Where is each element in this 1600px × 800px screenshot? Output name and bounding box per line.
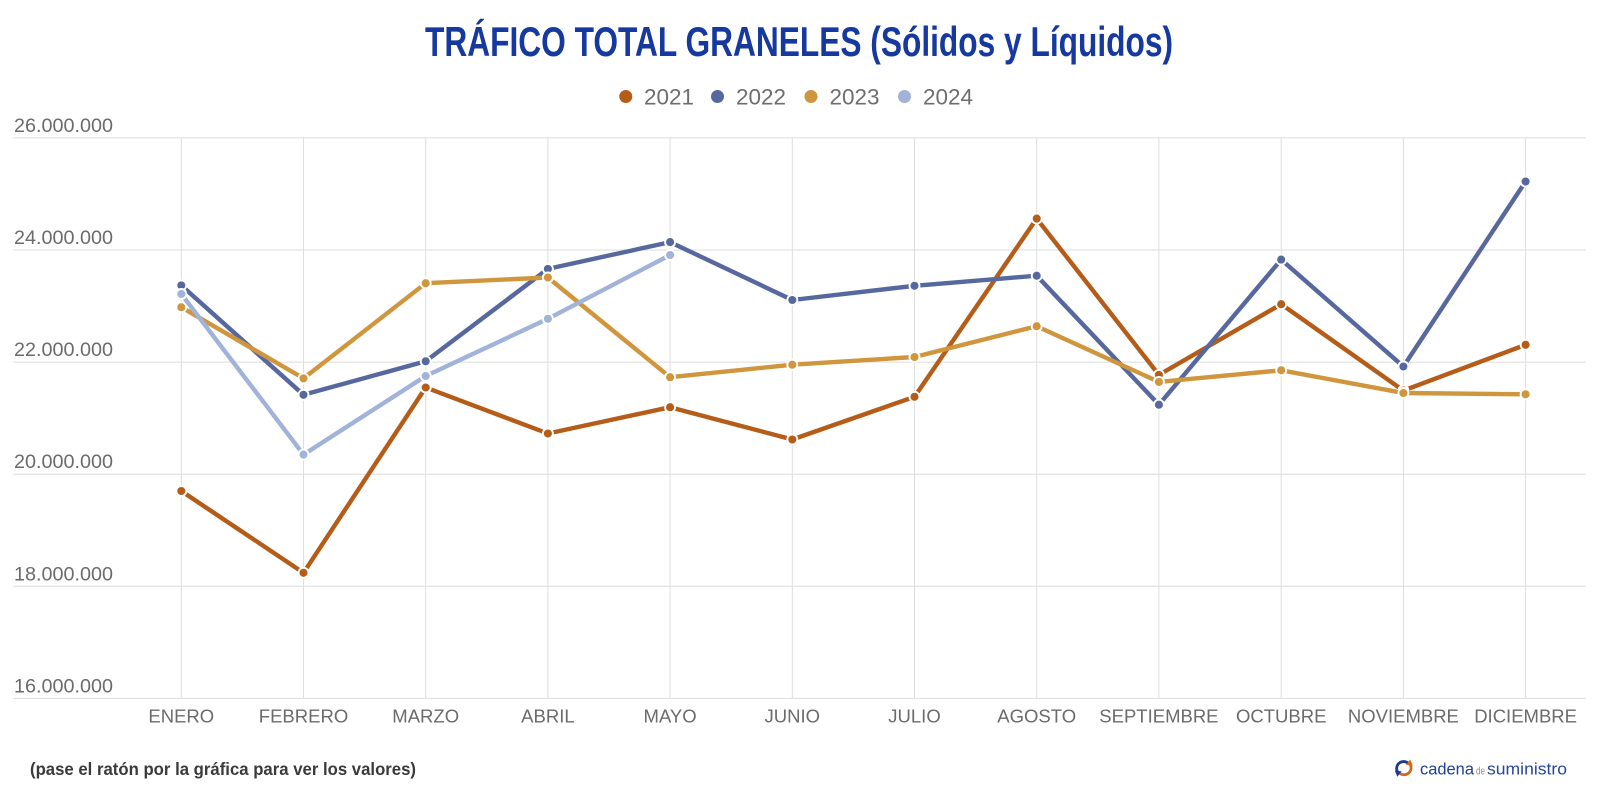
svg-text:(pase el ratón por la gráfica: (pase el ratón por la gráfica para ver l… [30, 759, 416, 779]
svg-text:MAYO: MAYO [644, 706, 697, 727]
svg-text:18.000.000: 18.000.000 [14, 563, 113, 585]
svg-text:20.000.000: 20.000.000 [14, 451, 113, 473]
svg-text:TRÁFICO TOTAL GRANELES (Sólido: TRÁFICO TOTAL GRANELES (Sólidos y Líquid… [425, 18, 1173, 65]
svg-text:cadena: cadena [1420, 761, 1475, 779]
svg-text:SEPTIEMBRE: SEPTIEMBRE [1099, 706, 1218, 727]
svg-text:DICIEMBRE: DICIEMBRE [1474, 706, 1577, 727]
svg-text:2022: 2022 [736, 85, 786, 110]
svg-text:JUNIO: JUNIO [765, 706, 821, 727]
svg-text:AGOSTO: AGOSTO [997, 706, 1076, 727]
svg-text:FEBRERO: FEBRERO [259, 706, 348, 727]
svg-text:ABRIL: ABRIL [521, 706, 574, 727]
svg-text:26.000.000: 26.000.000 [14, 115, 113, 137]
svg-text:suministro: suministro [1487, 761, 1567, 779]
svg-text:22.000.000: 22.000.000 [14, 339, 113, 361]
svg-text:NOVIEMBRE: NOVIEMBRE [1348, 706, 1459, 727]
svg-text:JULIO: JULIO [888, 706, 940, 727]
svg-text:2023: 2023 [830, 85, 880, 110]
svg-text:2021: 2021 [644, 85, 694, 110]
svg-text:16.000.000: 16.000.000 [14, 675, 113, 697]
svg-text:OCTUBRE: OCTUBRE [1236, 706, 1326, 727]
svg-text:2024: 2024 [923, 85, 973, 110]
svg-text:24.000.000: 24.000.000 [14, 227, 113, 249]
svg-text:MARZO: MARZO [392, 706, 459, 727]
svg-text:de: de [1476, 766, 1485, 778]
svg-text:ENERO: ENERO [148, 706, 214, 727]
